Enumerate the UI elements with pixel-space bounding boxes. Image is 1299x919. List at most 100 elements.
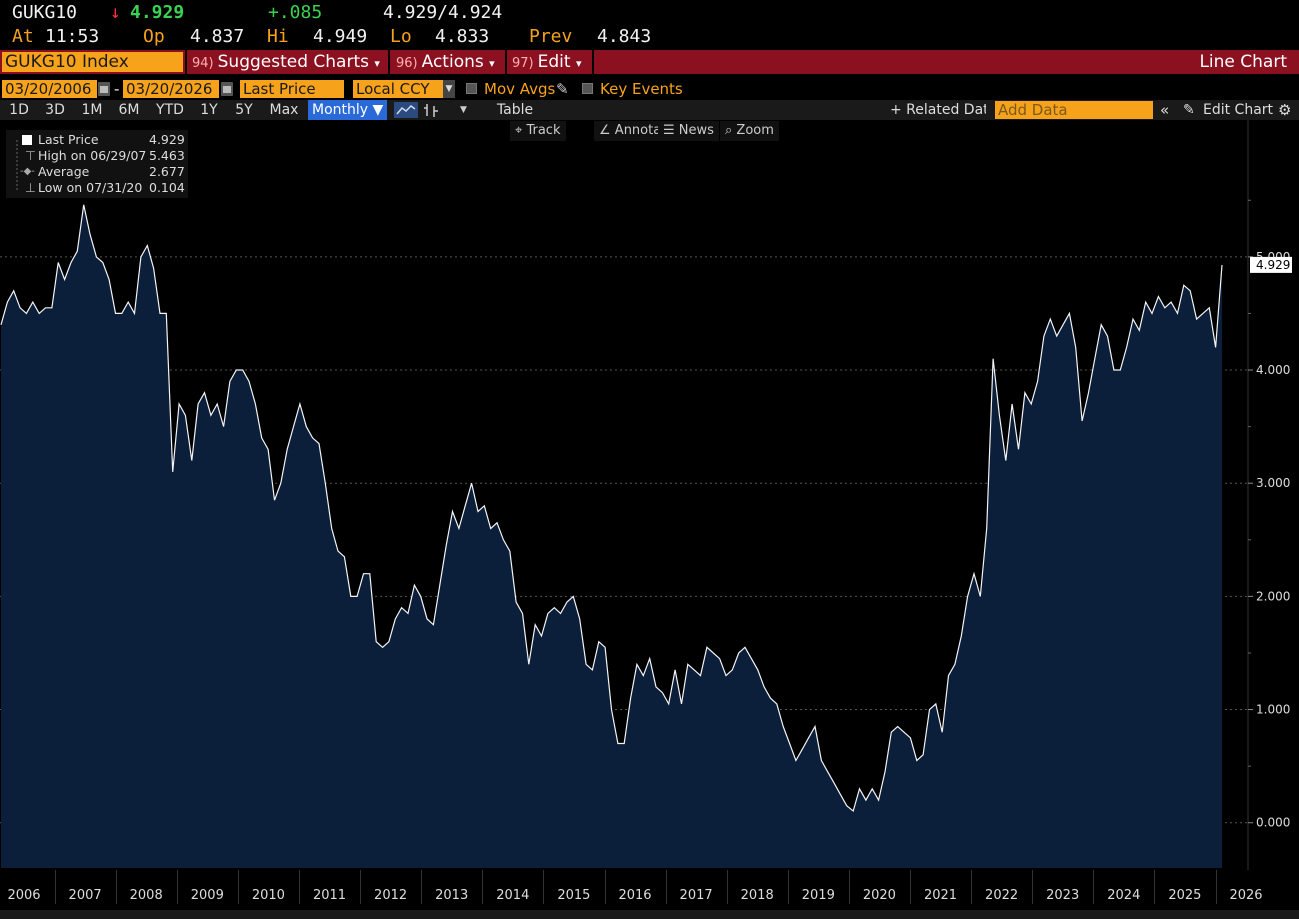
y-tick-label: 3.000 bbox=[1256, 476, 1290, 490]
x-tick-label: 2011 bbox=[312, 888, 347, 903]
price-line bbox=[0, 204, 1223, 813]
x-axis: 2006 2007 2008 2009 2010 2011 2012 2013 2014 2015… bbox=[0, 870, 1299, 919]
start-date-field[interactable]: 03/20/2006 bbox=[2, 80, 97, 98]
legend-item-low[interactable]: ⊥ Low on 07/31/20 0.104 bbox=[6, 180, 188, 196]
x-tick bbox=[543, 870, 545, 904]
low-marker-icon: ⊥ bbox=[25, 180, 36, 195]
track-tool[interactable]: ⌖ Track bbox=[510, 121, 566, 141]
period-1d-button[interactable]: 1D bbox=[9, 102, 29, 118]
edit-menu[interactable]: 97) Edit ▾ bbox=[512, 50, 581, 74]
bid-ask: 4.929/4.924 bbox=[383, 2, 503, 23]
parameters-row: 03/20/2006 - 03/20/2026 Last Price Local… bbox=[0, 80, 1299, 99]
x-tick bbox=[910, 870, 911, 904]
x-tick bbox=[1154, 870, 1156, 904]
news-icon: ☰ bbox=[663, 123, 675, 138]
x-tick bbox=[54, 870, 56, 904]
high-label: Hi bbox=[267, 26, 289, 47]
calendar-icon[interactable] bbox=[221, 82, 233, 96]
period-5y-button[interactable]: 5Y bbox=[235, 102, 253, 118]
pencil-icon[interactable]: ✎ bbox=[556, 80, 569, 98]
price-area bbox=[1, 204, 1222, 869]
field-selector[interactable]: Last Price bbox=[240, 80, 344, 98]
key-events-checkbox[interactable] bbox=[582, 83, 593, 94]
edit-chart-button[interactable]: Edit Chart bbox=[1203, 102, 1274, 118]
x-tick-label: 2025 bbox=[1168, 888, 1202, 903]
x-tick bbox=[176, 870, 178, 904]
x-tick-label: 2006 bbox=[7, 888, 41, 903]
security-field[interactable]: GUKG10 Index bbox=[2, 52, 183, 72]
key-events-label: Key Events bbox=[600, 80, 683, 98]
pencil-icon[interactable]: ✎ bbox=[1183, 102, 1195, 118]
legend-tree-icon bbox=[16, 140, 18, 190]
period-1y-button[interactable]: 1Y bbox=[200, 102, 218, 118]
divider bbox=[592, 50, 594, 74]
prev-value: 4.843 bbox=[597, 26, 652, 47]
x-tick-label: 2024 bbox=[1107, 888, 1141, 903]
end-date-field[interactable]: 03/20/2026 bbox=[123, 80, 219, 98]
mov-avgs-label: Mov Avgs bbox=[484, 80, 556, 98]
frequency-dropdown[interactable]: Monthly ▼ bbox=[308, 100, 387, 120]
menu-label: Actions bbox=[421, 52, 484, 72]
period-ytd-button[interactable]: YTD bbox=[156, 102, 184, 118]
x-tick-label: 2021 bbox=[923, 888, 958, 903]
period-3d-button[interactable]: 3D bbox=[45, 102, 65, 118]
menu-number: 96) bbox=[396, 56, 418, 71]
down-arrow-icon: ↓ bbox=[110, 2, 121, 23]
mov-avgs-checkbox[interactable] bbox=[466, 83, 477, 94]
x-tick bbox=[971, 870, 973, 904]
track-label: Track bbox=[526, 123, 561, 138]
suggested-charts-menu[interactable]: 94) Suggested Charts ▾ bbox=[192, 50, 380, 74]
line-chart-icon[interactable] bbox=[394, 102, 418, 118]
chevron-down-icon[interactable]: ▼ bbox=[443, 80, 455, 98]
menu-label: Suggested Charts bbox=[217, 52, 369, 72]
low-value: 4.833 bbox=[435, 26, 490, 47]
menu-number: 97) bbox=[512, 56, 534, 71]
candlestick-icon[interactable] bbox=[422, 102, 440, 118]
legend-item-high[interactable]: ⊤ High on 06/29/07 5.463 bbox=[6, 148, 188, 164]
period-6m-button[interactable]: 6M bbox=[118, 102, 140, 118]
collapse-icon[interactable]: « bbox=[1160, 101, 1170, 119]
x-tick-label: 2026 bbox=[1229, 888, 1263, 903]
news-tool[interactable]: ☰ News bbox=[658, 121, 719, 141]
legend-item-last-price[interactable]: Last Price 4.929 bbox=[6, 132, 188, 148]
x-tick bbox=[421, 870, 423, 904]
period-1m-button[interactable]: 1M bbox=[81, 102, 103, 118]
currency-selector[interactable]: Local CCY bbox=[353, 80, 443, 98]
x-tick bbox=[1093, 870, 1095, 904]
period-max-button[interactable]: Max bbox=[269, 102, 299, 118]
chevron-down-icon[interactable]: ▼ bbox=[460, 105, 467, 115]
caret-down-icon: ▾ bbox=[489, 57, 495, 70]
quote-stats: At 11:53 Op 4.837 Hi 4.949 Lo 4.833 Prev… bbox=[0, 26, 1299, 50]
high-marker-icon: ⊤ bbox=[25, 148, 36, 163]
divider bbox=[185, 50, 187, 74]
pen-icon: ∠ bbox=[599, 123, 611, 138]
calendar-icon[interactable] bbox=[98, 82, 110, 96]
legend-label: High on 06/29/07 bbox=[38, 148, 147, 163]
bottom-scrollbar[interactable] bbox=[0, 910, 1299, 919]
net-change: +.085 bbox=[268, 2, 323, 23]
gear-icon[interactable]: ⚙ bbox=[1278, 101, 1292, 119]
x-tick-label: 2008 bbox=[129, 888, 163, 903]
menu-number: 94) bbox=[192, 56, 214, 71]
legend-label: Low on 07/31/20 bbox=[38, 180, 143, 195]
related-data-button[interactable]: + Related Dat bbox=[890, 102, 986, 118]
quote-time: 11:53 bbox=[45, 26, 100, 47]
x-tick bbox=[848, 870, 850, 904]
legend-value: 0.104 bbox=[149, 180, 185, 195]
add-data-input[interactable]: Add Data bbox=[995, 101, 1153, 119]
low-label: Lo bbox=[390, 26, 412, 47]
y-tick-label: 1.000 bbox=[1256, 703, 1290, 717]
x-tick-label: 2016 bbox=[618, 888, 652, 903]
x-tick bbox=[237, 870, 239, 904]
divider bbox=[505, 50, 507, 74]
actions-menu[interactable]: 96) Actions ▾ bbox=[396, 50, 495, 74]
table-button[interactable]: Table bbox=[496, 102, 534, 118]
last-value-label: 4.929 bbox=[1256, 258, 1290, 272]
magnifier-icon: ⌕ bbox=[725, 123, 733, 138]
last-value-box bbox=[1250, 256, 1292, 273]
legend-item-average[interactable]: -◆- Average 2.677 bbox=[6, 164, 188, 180]
zoom-tool[interactable]: ⌕ Zoom bbox=[720, 121, 779, 141]
menu-label: Edit bbox=[537, 52, 571, 72]
at-label: At bbox=[12, 26, 34, 47]
